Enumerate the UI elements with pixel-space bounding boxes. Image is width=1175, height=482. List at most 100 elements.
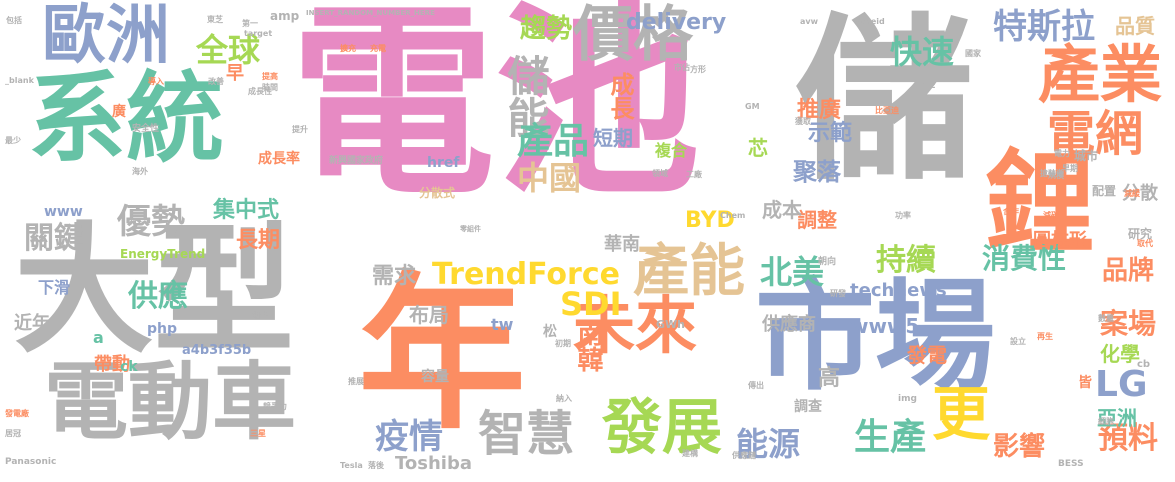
cloud-word: 三星 [250,429,266,438]
cloud-word: 能源 [736,425,801,463]
cloud-word: SDI [560,285,622,323]
cloud-word: 工廠 [686,170,702,179]
cloud-word: delivery [626,10,727,35]
cloud-word: 最少 [5,136,21,145]
cloud-word: 電力 [1054,149,1070,158]
cloud-word: 品牌 [1102,256,1155,286]
cloud-word: 初期 [555,339,571,348]
cloud-word: 分散式 [419,186,456,200]
cloud-word: 數量 [1098,314,1114,323]
cloud-word: 朝向 [818,257,837,267]
cloud-word: 生產 [854,417,927,458]
cloud-word: 芯 [748,136,768,160]
cloud-word: 布局 [409,303,449,327]
cloud-word: tw [491,315,514,334]
cloud-word: 影響 [993,432,1046,462]
cloud-word: a [93,328,104,347]
cloud-word: 零組件 [460,225,481,233]
cloud-word: 發展 [602,393,722,463]
cloud-word: 推展 [348,377,364,386]
cloud-word: 時間 [262,83,278,92]
cloud-word: 市場 [755,268,995,407]
cloud-word: 獲取 [795,117,811,126]
cloud-word: 大型 [14,210,295,373]
cloud-word: 成長 [606,72,634,120]
cloud-word: INSERT_RANDOM_NUMBER_HERE [306,9,435,17]
cloud-word: 改善 [208,77,224,86]
cloud-word: 未來 [573,289,698,362]
cloud-word: TrendForce [432,257,620,292]
cloud-word: 消費性 [982,242,1067,275]
cloud-word: 研發 [830,289,846,298]
cloud-word: amp [270,9,300,23]
cloud-word: 競爭力 [263,402,287,411]
cloud-word: 電動車 [44,353,297,451]
cloud-word: 案場 [1100,307,1157,340]
cloud-word: 再生 [1037,332,1053,341]
cloud-word: www5 [850,314,920,338]
cloud-word: 松 [543,324,557,340]
cloud-word: 落後 [368,461,384,470]
cloud-word: 導入 [148,77,164,86]
cloud-word: 快速 [890,33,955,71]
cloud-word: Panasonic [5,457,57,467]
cloud-word: 推廣 [797,98,842,123]
cloud-word: 城市 [1074,149,1099,163]
cloud-word: 更 [932,380,991,448]
cloud-word: 成長率 [258,151,300,167]
cloud-word: 成長性 [248,87,272,96]
cloud-word: 東芝 [207,15,223,24]
cloud-word: 年 [358,256,526,452]
cloud-word: 海外 [132,167,148,176]
cloud-word: 配置 [1092,184,1117,198]
cloud-word: 產品 [517,121,590,162]
cloud-word: 納入 [556,394,572,403]
cloud-word: 領域 [652,169,668,178]
cloud-word: Tesla [340,461,363,470]
cloud-word: 廣 [112,104,126,120]
cloud-word: 比亞迪 [875,106,899,115]
cloud-word: php [147,321,178,337]
cloud-word: 國家 [965,49,981,58]
cloud-word: technews [850,280,947,301]
cloud-word: 減緩 [1124,189,1140,198]
cloud-word: 價格 [573,0,693,70]
cloud-word: 減碳 [1043,211,1059,220]
cloud-word: BESS [1058,459,1084,469]
cloud-word: 歐洲 [42,0,170,73]
cloud-word: zoneid [855,17,885,26]
cloud-word: 成本 [762,198,802,222]
cloud-word: 皆 [1078,375,1092,391]
cloud-word: 中國 [517,159,582,197]
cloud-word: 包括 [6,16,22,25]
cloud-word: 發電 [907,343,947,367]
cloud-word: 儲能 [501,54,550,138]
cloud-word: 電池 [290,0,700,223]
cloud-word: 搶裝潮 [1040,169,1064,178]
cloud-word: 建構 [682,449,698,458]
cloud-word: 組件 [252,311,268,320]
cloud-word: 亞洲 [1097,406,1137,430]
cloud-word: 設立 [1010,337,1026,346]
cloud-word: src [922,81,936,90]
cloud-word: 規模 [1048,171,1064,180]
cloud-word: 安全性 [132,124,160,134]
cloud-word: _blank [5,76,34,85]
cloud-word: 調整 [797,208,837,232]
cloud-word: 近年 [14,313,50,334]
cloud-word: 系統 [28,62,225,176]
cloud-word: 特斯拉 [993,7,1095,47]
cloud-word: 調查 [794,399,822,415]
cloud-word: 新興國家政府 [329,156,384,166]
cloud-word: 長期 [236,228,281,253]
cloud-word: 分散 [1122,183,1158,204]
cloud-word: 傳出 [748,381,764,390]
cloud-word: 第一 [242,19,258,28]
cloud-word: 早期 [1062,164,1078,173]
cloud-word: 鋰 [985,139,1095,267]
cloud-word: cb [1137,359,1151,370]
cloud-word: 取代 [1137,239,1153,248]
cloud-word: Chem [720,211,746,220]
cloud-word: 居冠 [5,429,21,438]
